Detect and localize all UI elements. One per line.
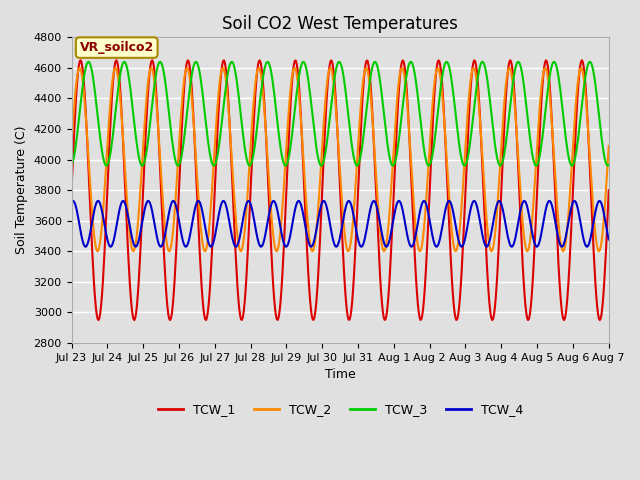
Y-axis label: Soil Temperature (C): Soil Temperature (C) [15, 126, 28, 254]
TCW_3 [550, 59, 558, 65]
TCW_1 [68, 187, 76, 193]
TCW_3 [384, 146, 392, 152]
TCW_2 [68, 143, 76, 149]
TCW_4 [68, 200, 76, 205]
TCW_1 [77, 58, 84, 63]
TCW_2 [428, 107, 436, 113]
TCW_4 [420, 198, 428, 204]
Line: TCW_2: TCW_2 [72, 68, 609, 252]
TCW_3 [163, 89, 170, 95]
TCW_2 [93, 249, 101, 254]
TCW_2 [312, 228, 320, 233]
TCW_4 [311, 236, 319, 242]
TCW_4 [474, 207, 482, 213]
TCW_1 [596, 317, 604, 323]
Title: Soil CO2 West Temperatures: Soil CO2 West Temperatures [222, 15, 458, 33]
TCW_1 [312, 308, 319, 313]
Line: TCW_1: TCW_1 [72, 60, 609, 320]
TCW_4 [384, 242, 392, 248]
TCW_3 [472, 88, 480, 94]
TCW_4 [163, 223, 170, 229]
TCW_2 [164, 248, 172, 253]
TCW_3 [426, 161, 434, 167]
TCW_4 [206, 243, 214, 249]
TCW_4 [408, 244, 415, 250]
TCW_1 [385, 285, 393, 290]
TCW_3 [605, 162, 612, 168]
TCW_1 [428, 154, 435, 159]
TCW_3 [311, 131, 319, 137]
TCW_3 [206, 150, 214, 156]
TCW_1 [605, 187, 612, 193]
TCW_2 [605, 143, 612, 149]
TCW_1 [164, 305, 172, 311]
TCW_4 [605, 237, 612, 242]
Legend: TCW_1, TCW_2, TCW_3, TCW_4: TCW_1, TCW_2, TCW_3, TCW_4 [152, 398, 528, 421]
TCW_3 [568, 163, 576, 168]
TCW_2 [474, 89, 482, 95]
TCW_2 [207, 195, 215, 201]
TCW_3 [68, 162, 76, 168]
TCW_4 [428, 231, 436, 237]
TCW_2 [76, 65, 83, 71]
TCW_1 [473, 69, 481, 75]
X-axis label: Time: Time [324, 368, 355, 381]
Line: TCW_4: TCW_4 [72, 201, 609, 247]
TCW_1 [207, 276, 214, 281]
Text: VR_soilco2: VR_soilco2 [79, 41, 154, 54]
TCW_2 [386, 204, 394, 210]
Line: TCW_3: TCW_3 [72, 62, 609, 166]
